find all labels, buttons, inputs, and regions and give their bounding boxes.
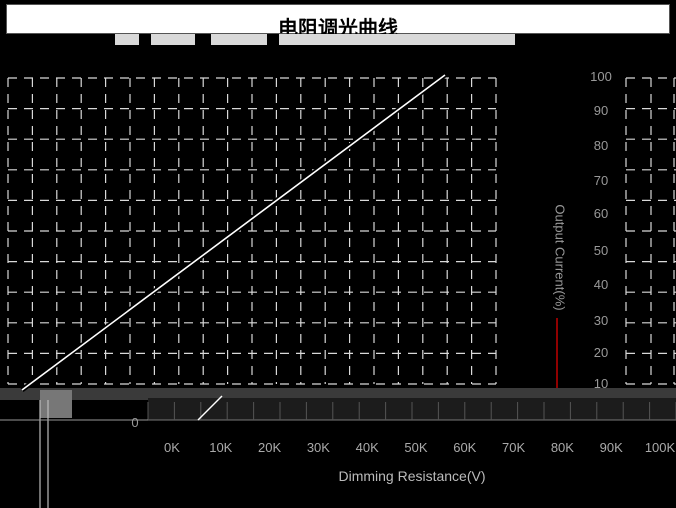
series-line bbox=[21, 74, 446, 391]
x-tick-label: 70K bbox=[502, 440, 525, 455]
x-tick-label: 30K bbox=[307, 440, 330, 455]
x-tick-label: 60K bbox=[453, 440, 476, 455]
lower-axis-panel bbox=[0, 388, 676, 508]
x-tick-label: 80K bbox=[551, 440, 574, 455]
x-tick-label: 100K bbox=[645, 440, 676, 455]
x-tick-label: 90K bbox=[600, 440, 623, 455]
y-tick-label: 20 bbox=[594, 345, 608, 360]
series-layer bbox=[20, 72, 447, 421]
artifact-block bbox=[40, 390, 72, 418]
x-tick-label: 0K bbox=[164, 440, 180, 455]
x-tick-label: 20K bbox=[258, 440, 281, 455]
y-tick-label: 80 bbox=[594, 138, 608, 153]
x-tick-label: 40K bbox=[356, 440, 379, 455]
grid-right-panel bbox=[556, 77, 676, 388]
x-tick-label: 50K bbox=[404, 440, 427, 455]
x-tick-label: 10K bbox=[209, 440, 232, 455]
y-tick-label: 90 bbox=[594, 103, 608, 118]
grid-left-panel bbox=[7, 77, 497, 385]
y-tick-label: 50 bbox=[594, 243, 608, 258]
panel-band bbox=[0, 388, 676, 400]
x-axis-label: Dimming Resistance(V) bbox=[338, 468, 486, 484]
chart-title-bar: 电阻调光曲线 bbox=[6, 4, 670, 38]
y-tick-label: 100 bbox=[590, 69, 612, 84]
x-tick-labels: 0K 10K 20K 30K 40K 50K 60K 70K 80K 90K 100K bbox=[164, 440, 675, 455]
y-tick-label: 10 bbox=[594, 376, 608, 391]
y-tick-label: 40 bbox=[594, 277, 608, 292]
y-tick-label: 0 bbox=[131, 415, 138, 430]
y-tick-label: 70 bbox=[594, 173, 608, 188]
y-tick-label: 60 bbox=[594, 206, 608, 221]
chart-title: 电阻调光曲线 bbox=[278, 16, 398, 40]
y-tick-label: 30 bbox=[594, 313, 608, 328]
y-tick-labels: 0 10 20 30 40 50 60 70 80 90 100 bbox=[131, 69, 611, 430]
title-underline-artifact bbox=[115, 34, 515, 45]
series-line-fragment bbox=[197, 395, 223, 421]
y-axis-label: Output Current(%) bbox=[552, 204, 568, 311]
